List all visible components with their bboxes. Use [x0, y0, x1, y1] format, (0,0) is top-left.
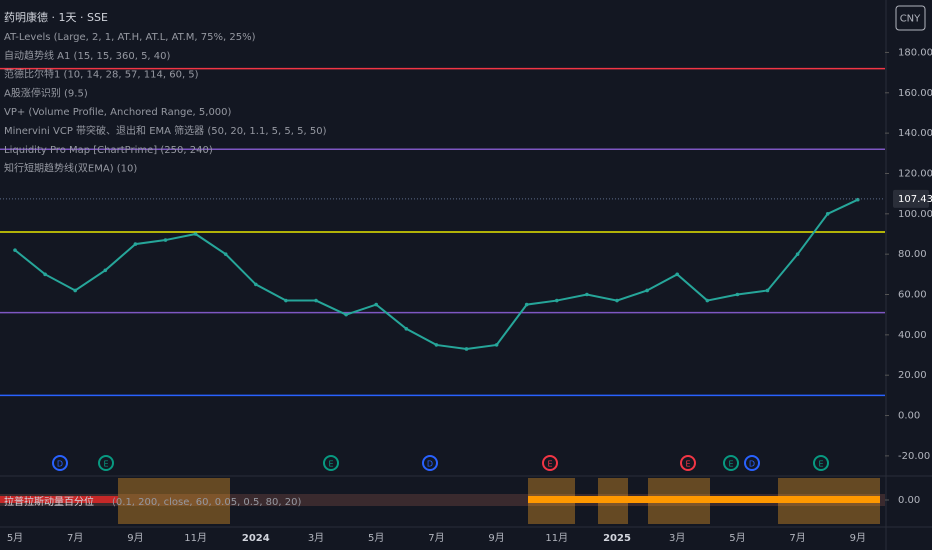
y-tick-label: 120.00 — [898, 168, 932, 179]
y-tick-label: 80.00 — [898, 249, 927, 260]
event-marker — [680, 455, 696, 471]
oscillator-signal — [0, 496, 118, 503]
currency-button[interactable] — [895, 5, 926, 31]
oscillator-title: 拉普拉斯动量百分位 — [4, 495, 94, 508]
y-tick-label: 180.00 — [898, 47, 932, 58]
price-point — [555, 298, 559, 303]
indicator-label: 自动趋势线 A1 (15, 15, 360, 5, 40) — [4, 49, 171, 62]
price-point — [825, 212, 830, 216]
x-tick-label: 9月 — [488, 532, 504, 544]
price-point — [43, 272, 47, 277]
last-price-box — [893, 189, 929, 208]
price-point — [404, 326, 409, 331]
price-point — [464, 347, 469, 351]
price-point — [133, 242, 138, 246]
event-marker — [723, 455, 739, 471]
indicator-label: A股涨停识别 (9.5) — [4, 86, 88, 99]
x-tick-label: 3月 — [308, 532, 324, 544]
indicator-label: Liquidity Pro Map [ChartPrime] (250, 240… — [4, 145, 213, 156]
x-tick-label: 9月 — [850, 532, 866, 544]
event-marker — [813, 455, 829, 471]
event-label: D — [427, 460, 433, 469]
indicator-label: 知行短期趋势线(双EMA) (10) — [4, 162, 137, 175]
event-marker — [422, 455, 438, 471]
indicator-label: VP+ (Volume Profile, Anchored Range, 5,0… — [4, 107, 232, 118]
event-label: E — [103, 460, 108, 469]
x-tick-label: 7月 — [428, 532, 444, 544]
price-point — [314, 298, 318, 303]
y-tick-label: 0.00 — [898, 495, 920, 506]
last-price-label: 107.43 — [898, 194, 932, 205]
price-point — [615, 298, 619, 303]
x-tick-label: 2024 — [242, 533, 270, 544]
event-label: E — [818, 460, 823, 469]
price-point — [494, 343, 499, 347]
oscillator-signal — [528, 496, 880, 503]
y-tick-label: 0.00 — [898, 411, 920, 422]
y-tick-label: 20.00 — [898, 370, 927, 381]
price-point — [434, 343, 439, 347]
event-marker — [542, 455, 558, 471]
event-label: E — [547, 460, 552, 469]
price-point — [675, 272, 679, 277]
event-label: E — [685, 460, 690, 469]
price-point — [193, 232, 198, 236]
y-tick-label: 100.00 — [898, 209, 932, 220]
y-tick-label: -20.00 — [898, 451, 930, 462]
y-tick-label: 160.00 — [898, 88, 932, 99]
y-tick-label: 140.00 — [898, 128, 932, 139]
x-tick-label: 9月 — [127, 532, 143, 544]
event-marker — [744, 455, 760, 471]
event-label: D — [749, 460, 755, 469]
x-tick-label: 7月 — [789, 532, 805, 544]
price-point — [735, 292, 740, 297]
indicator-label: Minervini VCP 带突破、退出和 EMA 筛选器 (50, 20, 1… — [4, 124, 327, 137]
price-point — [795, 252, 800, 256]
price-point — [13, 248, 17, 252]
price-point — [163, 238, 168, 242]
x-tick-label: 11月 — [184, 532, 207, 544]
indicator-label: AT-Levels (Large, 2, 1, AT.H, AT.L, AT.M… — [4, 32, 256, 43]
x-tick-label: 2025 — [603, 533, 631, 544]
event-label: E — [728, 460, 733, 469]
event-marker — [323, 455, 339, 471]
price-point — [645, 288, 649, 293]
price-point — [374, 302, 379, 307]
x-tick-label: 5月 — [368, 532, 384, 544]
price-point — [524, 302, 529, 307]
price-point — [223, 252, 228, 256]
currency[interactable]: CNY — [900, 14, 921, 25]
price-point — [344, 312, 348, 317]
event-label: E — [328, 460, 333, 469]
x-tick-label: 11月 — [545, 532, 568, 544]
x-tick-label: 5月 — [729, 532, 745, 544]
oscillator-params: (0.1, 200, close, 60, 0.05, 0.5, 80, 20) — [112, 497, 301, 508]
x-tick-label: 7月 — [67, 532, 83, 544]
indicator-label: 范德比尔特1 (10, 14, 28, 57, 114, 60, 5) — [4, 68, 199, 81]
price-point — [856, 197, 860, 202]
y-tick-label: 40.00 — [898, 330, 927, 341]
price-point — [765, 288, 770, 293]
price-point — [284, 298, 288, 303]
x-tick-label: 3月 — [669, 532, 685, 544]
x-tick-label: 5月 — [7, 532, 23, 544]
event-marker — [52, 455, 68, 471]
event-marker — [98, 455, 114, 471]
price-point — [73, 288, 77, 293]
chart-title: 药明康德 · 1天 · SSE — [4, 10, 108, 24]
price-point — [254, 282, 258, 287]
event-label: D — [57, 460, 63, 469]
price-point — [585, 292, 589, 297]
price-point — [103, 268, 108, 273]
price-point — [705, 298, 710, 303]
y-tick-label: 60.00 — [898, 290, 927, 301]
oscillator-zone — [118, 478, 230, 524]
